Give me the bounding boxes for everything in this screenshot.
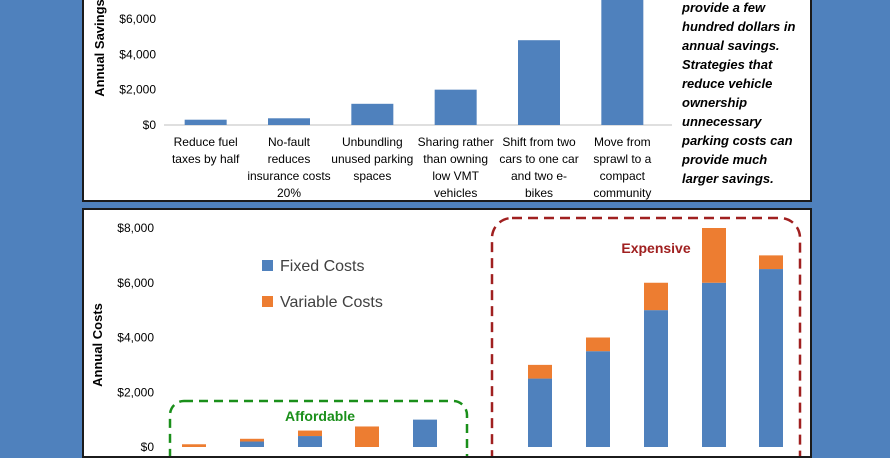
category-label: and two e- [511,169,567,183]
savings-chart-panel: $0 $2,000 $4,000 $6,000 Annual Savings Reduce… [82,0,812,202]
savings-bar [268,118,310,125]
y-axis-title: Annual Costs [90,303,105,387]
category-label: than owning [423,152,488,166]
side-note-line: provide much [682,152,768,167]
category-label: unused parking [331,152,413,166]
savings-bar [601,0,644,125]
costs-chart: $0 $2,000 $4,000 $6,000 $8,000 Annual Costs Af… [90,216,802,456]
side-note-line: larger savings. [682,171,774,186]
fixed-cost-bar [644,310,668,447]
fixed-cost-bar [413,419,437,447]
savings-chart: $0 $2,000 $4,000 $6,000 Annual Savings Reduce… [92,0,672,200]
category-label: sprawl to a [593,152,651,166]
category-label: 20% [277,186,301,200]
category-label: Sharing rather [418,135,494,149]
side-note-line: annual savings. [682,38,780,53]
y-axis-title: Annual Savings [92,0,107,97]
y-tick-label: $6,000 [119,12,156,26]
category-label: bikes [525,186,553,200]
side-note: provide a few hundred dollars in annual sa… [682,0,802,188]
y-tick-label: $0 [141,440,155,454]
fixed-cost-bar [759,269,783,447]
variable-cost-bar [702,228,726,283]
category-label: spaces [353,169,391,183]
side-note-line: parking costs can [682,133,793,148]
category-label: cars to one car [499,152,578,166]
fixed-cost-bar [586,351,610,447]
savings-bar [434,89,477,125]
variable-cost-bar [182,444,206,447]
side-note-line: provide a few [682,0,766,15]
y-tick-label: $4,000 [117,331,154,345]
fixed-cost-bar [298,436,322,447]
side-note-line: unnecessary [682,114,762,129]
variable-cost-bar [240,438,264,442]
y-tick-label: $6,000 [117,276,154,290]
y-tick-label: $8,000 [117,221,154,235]
expensive-group-frame [490,216,802,456]
variable-cost-bar [759,255,783,270]
category-label: Shift from two [502,135,576,149]
y-tick-label: $4,000 [119,47,156,61]
category-label: vehicles [434,186,477,200]
variable-cost-bar [644,282,668,311]
y-tick-label: $0 [143,118,157,132]
category-label: reduces [268,152,311,166]
legend-label: Variable Costs [280,294,383,311]
side-note-line: reduce vehicle [682,76,773,91]
expensive-group-label: Expensive [621,240,690,256]
category-label: community [593,186,651,200]
variable-cost-bar [355,426,379,447]
affordable-group-frame [168,399,469,456]
savings-bar [184,119,227,125]
side-note-line: hundred dollars in [682,19,796,34]
category-label: taxes by half [172,152,240,166]
category-label: Unbundling [342,135,403,149]
savings-bar [351,103,394,125]
legend-swatch [262,260,273,271]
legend-swatch [262,296,273,307]
category-label: compact [600,169,646,183]
category-label: insurance costs [247,169,330,183]
side-note-line: Strategies that [682,57,773,72]
costs-chart-panel: $0 $2,000 $4,000 $6,000 $8,000 Annual Costs Af… [82,208,812,458]
category-label: No-fault [268,135,311,149]
savings-bar [518,40,560,126]
variable-cost-bar [528,364,552,379]
fixed-cost-bar [240,441,264,447]
y-tick-label: $2,000 [119,83,156,97]
side-note-line: ownership [682,95,748,110]
variable-cost-bar [298,430,322,437]
category-label: Reduce fuel [174,135,238,149]
fixed-cost-bar [702,282,726,447]
legend-label: Fixed Costs [280,258,364,275]
affordable-group-label: Affordable [285,408,355,424]
variable-cost-bar [586,337,610,352]
y-tick-label: $2,000 [117,385,154,399]
category-label: low VMT [432,169,479,183]
fixed-cost-bar [528,378,552,447]
category-label: Move from [594,135,651,149]
